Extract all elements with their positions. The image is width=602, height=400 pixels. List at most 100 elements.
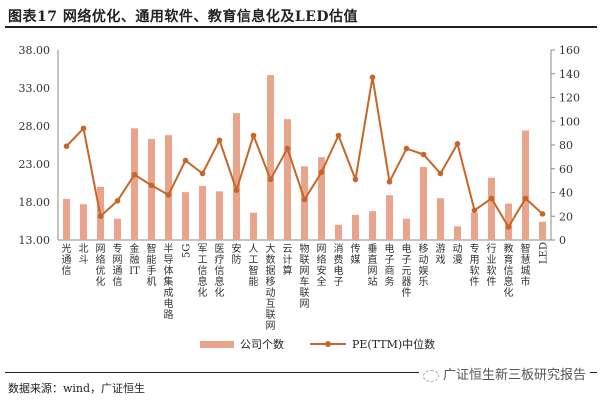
category-label-char: 息 [504, 275, 514, 288]
line-marker [284, 145, 291, 152]
category-label-char: 半 [164, 242, 174, 255]
category-label-char: 优 [96, 264, 106, 277]
left-tick-label: 23.00 [19, 158, 51, 171]
bar [131, 128, 138, 240]
wechat-icon [422, 369, 439, 382]
category-label-char: 光 [62, 242, 72, 255]
category-label-char: 导 [164, 254, 174, 266]
bar [335, 224, 342, 240]
category-label-char: 移 [419, 242, 429, 255]
line-marker [318, 169, 325, 176]
bar [114, 218, 121, 240]
category-label-char: 漫 [453, 254, 463, 266]
category-label-char: 智 [249, 264, 259, 277]
line-marker [80, 125, 87, 132]
right-tick-label: 140 [559, 68, 580, 81]
bar [233, 113, 240, 240]
category-label-char: 子 [334, 276, 344, 288]
line-marker-icon [310, 341, 346, 347]
category-label-char: 站 [368, 275, 378, 288]
category-label-char: 通 [113, 265, 123, 277]
category-label-char: 物 [300, 242, 310, 255]
category-label-char: 软 [470, 264, 480, 277]
line-marker [216, 137, 223, 144]
category-label-char: 网 [96, 243, 106, 255]
right-tick-label: 160 [559, 44, 580, 57]
legend-bar-label: 公司个数 [240, 338, 284, 351]
line-marker [403, 145, 410, 152]
bar [250, 212, 257, 240]
right-tick-label: 40 [559, 187, 573, 200]
right-tick-label: 100 [559, 115, 580, 128]
category-label-char: 网 [317, 243, 327, 255]
bar [182, 192, 189, 240]
category-label-char: 动 [419, 254, 429, 266]
category-label-char: 人 [249, 243, 259, 255]
category-label-char: 娱 [419, 264, 429, 277]
line-marker [335, 132, 342, 139]
category-label-char: 信 [215, 265, 225, 277]
category-label-char: 电 [164, 297, 174, 310]
bar [505, 203, 512, 240]
category-label-char: 件 [470, 276, 480, 288]
category-label-char: 育 [504, 253, 514, 266]
category-label-char: 工 [249, 255, 259, 266]
category-label-char: 垂 [368, 243, 378, 255]
category-label-char: 信 [504, 265, 514, 277]
bar [437, 198, 444, 240]
category-label-char: 件 [402, 287, 412, 299]
category-label-char: 戏 [436, 254, 446, 266]
category-label-char: 市 [521, 275, 531, 288]
category-label-char: 联 [300, 254, 310, 266]
category-label-char: 息 [198, 275, 208, 288]
right-tick-label: 60 [559, 163, 573, 176]
category-label-char: 络 [96, 253, 106, 266]
category-label-char: 子 [402, 254, 412, 266]
category-label-char: 子 [385, 254, 395, 266]
category-label-char: 智 [147, 242, 157, 255]
bar [369, 211, 376, 240]
category-label-char: 商 [385, 264, 395, 277]
category-label-char: 金 [130, 242, 140, 255]
bar [165, 135, 172, 240]
category-label-char: 军 [198, 243, 208, 255]
bar [63, 198, 70, 240]
bar [199, 186, 206, 240]
right-tick-label: 80 [559, 139, 573, 152]
category-label-char: 信 [62, 265, 72, 277]
line-marker [437, 170, 444, 177]
left-tick-label: 33.00 [19, 82, 51, 95]
watermark: 广证恒生新三板研究报告 [418, 364, 590, 383]
category-label-char: 网 [113, 254, 123, 266]
bar [148, 138, 155, 240]
category-label-char: 斗 [79, 254, 89, 266]
line-marker [369, 74, 376, 81]
category-label-char: 北 [79, 243, 89, 255]
category-label-char: 电 [334, 264, 344, 277]
category-label-char: 息 [215, 275, 225, 288]
bar [80, 204, 87, 240]
line-marker [539, 211, 546, 217]
category-label-char: 防 [232, 253, 242, 266]
left-tick-label: 38.00 [19, 44, 51, 57]
bar [420, 167, 427, 240]
bar-swatch-icon [200, 340, 234, 348]
category-label-char: 乐 [419, 276, 429, 288]
line-marker [386, 179, 393, 185]
category-label-char: 专 [470, 242, 480, 255]
bar [454, 226, 461, 240]
category-label-char: 云 [283, 244, 293, 255]
chart-area: 13.00 18.00 23.00 28.00 33.00 38.00 0 20 40 60 80 1… [19, 44, 581, 330]
category-label-char: 移 [266, 275, 276, 288]
category-label-char: 传 [351, 243, 361, 255]
category-label-char: 器 [402, 276, 412, 288]
line-marker [114, 198, 121, 204]
category-label-char: 网 [300, 298, 310, 310]
bar [216, 191, 223, 240]
category-label-char: 全 [317, 275, 327, 288]
category-label-char: 体 [164, 265, 174, 277]
bar [539, 221, 546, 240]
bar [386, 195, 393, 240]
bar [352, 214, 359, 240]
category-label-char: 网 [300, 265, 310, 277]
